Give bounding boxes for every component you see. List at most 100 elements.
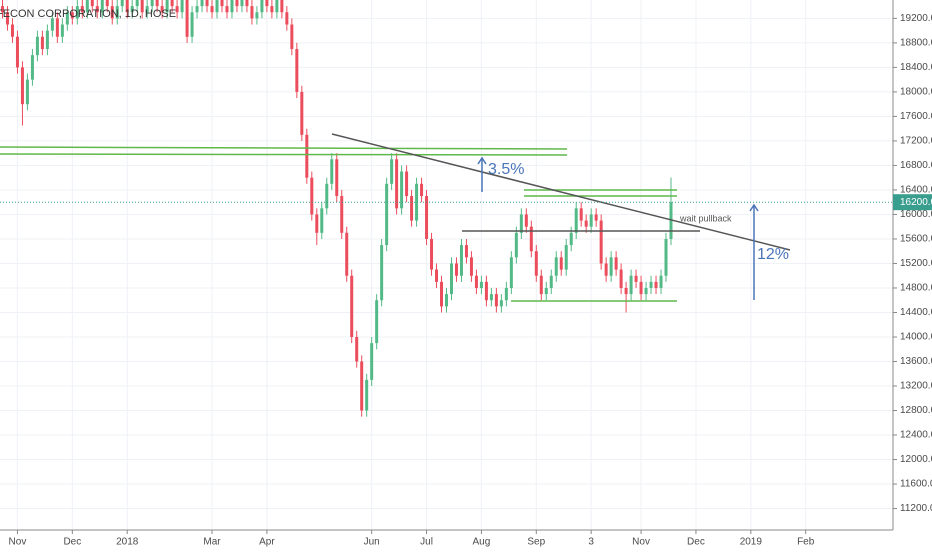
candle-body	[65, 12, 69, 25]
candle-body	[30, 55, 34, 80]
candle-body	[569, 232, 573, 246]
candle-body	[385, 183, 389, 246]
candle-body	[290, 24, 294, 50]
candle-body	[544, 287, 548, 295]
candle-body	[459, 245, 463, 276]
candle-body	[574, 208, 578, 233]
candle-body	[75, 6, 79, 19]
resistance-line	[0, 146, 568, 150]
candle-body	[305, 134, 309, 178]
candle-body	[205, 0, 209, 7]
candle-body	[479, 281, 483, 288]
candle-body	[105, 0, 109, 7]
candle-body	[380, 245, 384, 301]
y-tick-label: 12000.0	[900, 454, 932, 465]
candle-body	[175, 6, 179, 13]
x-tick-label: Dec	[687, 537, 705, 548]
candle-body	[125, 0, 129, 13]
x-tick-label: Sep	[527, 537, 545, 548]
candle-body	[270, 6, 274, 13]
y-tick-label: 16800.0	[900, 160, 932, 171]
candle-body	[395, 159, 399, 209]
candle-body	[250, 6, 254, 19]
candle-body	[300, 91, 304, 135]
y-tick-label: 11200.0	[900, 503, 932, 514]
candle-body	[484, 281, 488, 301]
candle-body	[180, 0, 184, 13]
candle-body	[390, 159, 394, 184]
candle-body	[440, 281, 444, 307]
candle-body	[275, 0, 279, 13]
candle-body	[445, 294, 448, 307]
candle-body	[415, 183, 419, 221]
candle-body	[609, 257, 613, 276]
candle-body	[469, 257, 473, 276]
arrow-head	[749, 203, 759, 212]
candle-body	[345, 232, 349, 276]
y-tick-label: 14400.0	[900, 307, 932, 318]
y-tick-label: 12800.0	[900, 405, 932, 416]
y-tick-label: 12400.0	[900, 430, 932, 441]
candle-body	[225, 6, 229, 13]
candle-body	[634, 275, 638, 282]
candle-body	[629, 275, 633, 295]
candle-body	[5, 12, 9, 25]
candle-body	[200, 0, 204, 7]
x-tick-label: 2019	[740, 537, 763, 548]
y-tick-label: 13600.0	[900, 356, 932, 367]
candle-body	[15, 36, 19, 68]
candle-body	[425, 196, 429, 239]
x-tick-label: Aug	[473, 537, 491, 548]
candle-body	[474, 275, 478, 288]
candle-body	[519, 214, 523, 233]
candle-body	[210, 6, 214, 13]
candle-body	[654, 281, 658, 288]
candle-body	[430, 238, 434, 270]
candle-body	[529, 226, 533, 252]
candle-body	[280, 0, 284, 13]
y-tick-label: 18000.0	[900, 87, 932, 98]
candle-body	[195, 6, 199, 13]
candle-body	[454, 263, 458, 276]
candle-body	[60, 24, 64, 37]
candle-body	[185, 0, 189, 37]
candle-body	[120, 0, 124, 7]
y-tick-label: 13200.0	[900, 381, 932, 392]
candle-body	[335, 159, 339, 197]
candle-body	[230, 0, 234, 13]
candle-body	[140, 0, 144, 13]
candle-body	[45, 30, 49, 50]
candle-body	[20, 67, 24, 105]
candle-body	[135, 0, 139, 7]
candle-body	[489, 294, 493, 301]
candle-body	[659, 275, 663, 288]
candle-body	[365, 379, 369, 411]
candle-body	[260, 0, 264, 13]
chart-title: FECON CORPORATION, 1D, HOSE	[0, 8, 176, 20]
annotation: 12%	[757, 246, 789, 263]
candle-body	[190, 12, 194, 37]
candle-body	[589, 214, 593, 227]
candle-body	[649, 281, 653, 288]
candle-body	[85, 0, 89, 13]
candle-body	[0, 6, 4, 13]
candle-body	[534, 251, 538, 276]
candle-body	[559, 257, 563, 270]
y-tick-label: 16400.0	[900, 185, 932, 196]
candle-body	[464, 245, 468, 258]
candle-body	[80, 6, 84, 13]
candle-body	[554, 257, 558, 276]
candle-body	[170, 0, 174, 7]
candle-body	[370, 343, 374, 380]
y-tick-label: 15600.0	[900, 234, 932, 245]
annotation: 3.5%	[488, 161, 524, 178]
x-tick-label: Feb	[797, 537, 815, 548]
candle-body	[604, 263, 608, 276]
candle-body	[115, 6, 119, 19]
candle-body	[524, 214, 528, 227]
resistance-line	[0, 153, 568, 156]
candle-body	[325, 183, 329, 209]
candle-body	[215, 0, 219, 13]
